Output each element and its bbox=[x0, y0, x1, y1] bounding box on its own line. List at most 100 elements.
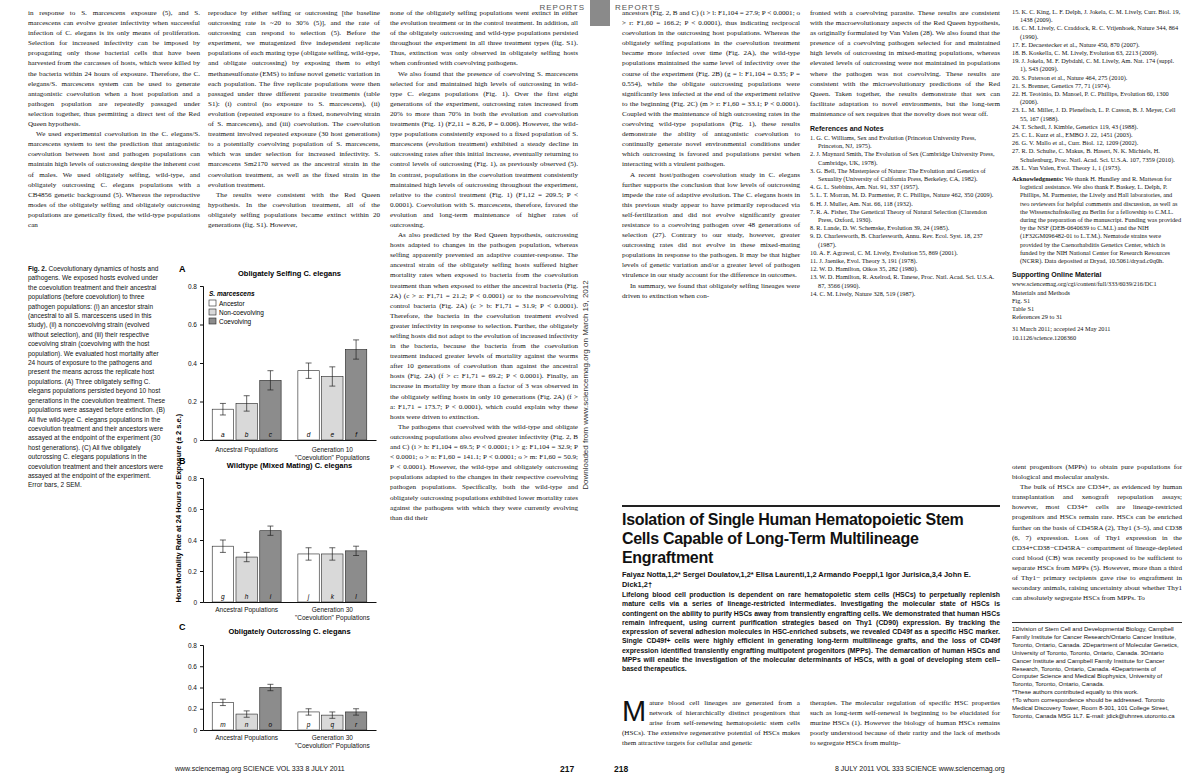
paragraph: *These authors contributed equally to th… bbox=[1012, 689, 1182, 697]
tick-label: 0.2 bbox=[188, 705, 197, 712]
bar-letters: adbecf bbox=[221, 431, 358, 438]
tick: 0 bbox=[193, 599, 203, 606]
error-cap bbox=[306, 560, 312, 561]
paragraph: Table S1 bbox=[1012, 305, 1182, 313]
error-bar bbox=[308, 709, 309, 715]
paragraph: 12. W. D. Hamilton, Oikos 35, 282 (1980)… bbox=[810, 265, 1000, 273]
page-number: 218 bbox=[614, 764, 634, 774]
caption: Fig. 2. Coevolutionary dynamics of hosts… bbox=[28, 264, 166, 490]
paragraph: 9. D. Charlesworth, B. Charlesworth, Ann… bbox=[810, 232, 1000, 248]
tick-mark bbox=[200, 540, 203, 541]
tick-label: 0 bbox=[193, 599, 197, 606]
tick-label: 0.8 bbox=[188, 642, 197, 649]
y-axis-line bbox=[200, 479, 204, 603]
bar bbox=[212, 409, 233, 440]
error-cap bbox=[267, 690, 273, 691]
paragraph: 11. J. Jaenike, Evol. Theory 3, 191 (197… bbox=[810, 257, 1000, 265]
bar-letter: r bbox=[355, 721, 358, 728]
x-axis-line bbox=[204, 440, 377, 441]
paragraph: 10.1126/science.1206360 bbox=[1012, 334, 1182, 342]
tick-mark bbox=[200, 325, 203, 326]
bar-letter: o bbox=[269, 721, 273, 728]
error-cap bbox=[306, 547, 312, 548]
x-axis-line bbox=[204, 730, 377, 731]
tick-label: 0.2 bbox=[188, 568, 197, 575]
bar bbox=[345, 551, 366, 602]
legend-title: S. marcescens bbox=[209, 290, 255, 297]
bar bbox=[298, 371, 319, 440]
page: in response to S. marcescens exposure (5… bbox=[0, 0, 1200, 779]
tick: 0 bbox=[193, 437, 203, 444]
paragraph: 1Division of Stem Cell and Developmental… bbox=[1012, 626, 1182, 689]
paragraph: 18. B. Koskella, C. M. Lively, Evolution… bbox=[1012, 49, 1182, 57]
error-cap bbox=[267, 389, 273, 390]
paragraph: none of the obligately selfing populatio… bbox=[390, 8, 578, 69]
bar bbox=[322, 715, 343, 730]
legend-label: Non-coevolving bbox=[219, 309, 264, 317]
bar-letters: mpnqor bbox=[220, 721, 358, 729]
error-bar bbox=[246, 552, 247, 561]
authors: Faiyaz Notta,1,2* Sergei Doulatov,1,2* E… bbox=[622, 570, 1000, 590]
error-cap bbox=[306, 363, 312, 364]
plot-area bbox=[212, 526, 367, 602]
error-cap bbox=[267, 535, 273, 536]
error-bar bbox=[332, 367, 333, 386]
header: REPORTS bbox=[615, 3, 661, 12]
paragraph: 14. C. M. Lively, Nature 328, 519 (1987)… bbox=[810, 290, 1000, 298]
chart-title: Obligately Selfing C. elegans bbox=[238, 269, 341, 278]
acknowledgments: Acknowledgments: We thank H. Hundley and… bbox=[1012, 175, 1182, 265]
tick-label: Generation 30"Coevolution" Populations bbox=[295, 734, 370, 750]
bar-letter: l bbox=[355, 593, 357, 600]
label: Acknowledgments: bbox=[1012, 175, 1063, 182]
tick-mark bbox=[200, 730, 203, 731]
plot-area bbox=[212, 340, 367, 440]
tick: 0.4 bbox=[188, 684, 203, 691]
tick-label: Ancestral Populations bbox=[215, 734, 279, 742]
paragraph: 16. C. M. Lively, C. Craddock, R. C. Vri… bbox=[1012, 24, 1182, 40]
tick-label: 0.4 bbox=[188, 537, 197, 544]
paragraph: We used experimental coevolution in the … bbox=[28, 129, 200, 230]
error-bar bbox=[308, 548, 309, 560]
paragraph: 25. C. L. Kurz et al., EMBO J. 22, 1451 … bbox=[1012, 131, 1182, 139]
dates: 31 March 2011; accepted 24 May 201110.11… bbox=[1012, 325, 1182, 341]
tick: 0.8 bbox=[188, 475, 203, 482]
paragraph: in response to S. marcescens exposure (5… bbox=[28, 8, 200, 129]
paragraph: 28. L. Van Valen, Evol. Theory 1, 1 (197… bbox=[1012, 164, 1182, 172]
paragraph: ancestors (Fig. 2, B and C) (i > l: F1,1… bbox=[622, 8, 800, 170]
paragraph: 23. L. M. Miller, J. D. Plenefisch, L. P… bbox=[1012, 106, 1182, 122]
paragraph: We also found that the presence of coevo… bbox=[390, 69, 578, 231]
tick: 0.8 bbox=[188, 642, 203, 649]
bar-letter: b bbox=[245, 431, 249, 438]
legend-label: Coevolving bbox=[219, 318, 252, 326]
bar bbox=[298, 712, 319, 730]
tick: 0.8 bbox=[188, 283, 203, 290]
y-axis: 00.20.40.60.8 bbox=[188, 642, 204, 734]
paragraph: The bulk of HSCs are CD34+, as evidenced… bbox=[1012, 482, 1182, 603]
bar bbox=[212, 702, 233, 730]
error-cap bbox=[306, 708, 312, 709]
error-cap bbox=[220, 414, 226, 415]
reference-list: 1. G. C. Williams, Sex and Evolution (Pr… bbox=[810, 134, 1000, 298]
bar-letter: g bbox=[221, 593, 225, 601]
paragraph: 22. H. Teotónio, D. Manoel, P. C. Philli… bbox=[1012, 90, 1182, 106]
error-cap bbox=[353, 339, 359, 340]
paragraph: 19. J. Jokela, M. F. Dybdahl, C. M. Live… bbox=[1012, 57, 1182, 73]
tick-label: 0.4 bbox=[188, 684, 197, 691]
error-cap bbox=[353, 555, 359, 556]
x-axis: Ancestral PopulationsGeneration 10"Coevo… bbox=[204, 441, 377, 463]
tick-mark bbox=[200, 571, 203, 572]
chart: CObligately Outcrossing C. elegans00.20.… bbox=[179, 622, 377, 750]
tick: 0.6 bbox=[188, 663, 203, 670]
bar bbox=[345, 350, 366, 440]
error-cap bbox=[244, 717, 250, 718]
bar-letter: k bbox=[331, 593, 335, 600]
tick: 0.2 bbox=[188, 705, 203, 712]
tick: 0.4 bbox=[188, 360, 203, 367]
bar-letter: m bbox=[220, 721, 226, 728]
text-block: Fig. 2. Coevolutionary dynamics of hosts… bbox=[28, 264, 166, 490]
error-cap bbox=[329, 560, 335, 561]
bar-letter: q bbox=[331, 721, 335, 729]
error-bar bbox=[222, 403, 223, 415]
error-bar bbox=[246, 396, 247, 411]
paragraph: 26. G. V. Mallo et al., Curr. Biol. 12, … bbox=[1012, 139, 1182, 147]
